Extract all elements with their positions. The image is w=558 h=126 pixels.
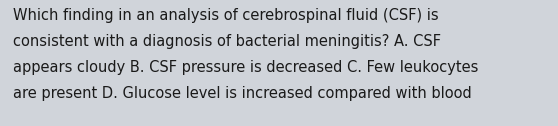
Text: consistent with a diagnosis of bacterial meningitis? A. CSF: consistent with a diagnosis of bacterial… xyxy=(13,34,441,49)
Text: are present D. Glucose level is increased compared with blood: are present D. Glucose level is increase… xyxy=(13,86,472,101)
Text: Which finding in an analysis of cerebrospinal fluid (CSF) is: Which finding in an analysis of cerebros… xyxy=(13,8,439,23)
Text: appears cloudy B. CSF pressure is decreased C. Few leukocytes: appears cloudy B. CSF pressure is decrea… xyxy=(13,60,478,75)
